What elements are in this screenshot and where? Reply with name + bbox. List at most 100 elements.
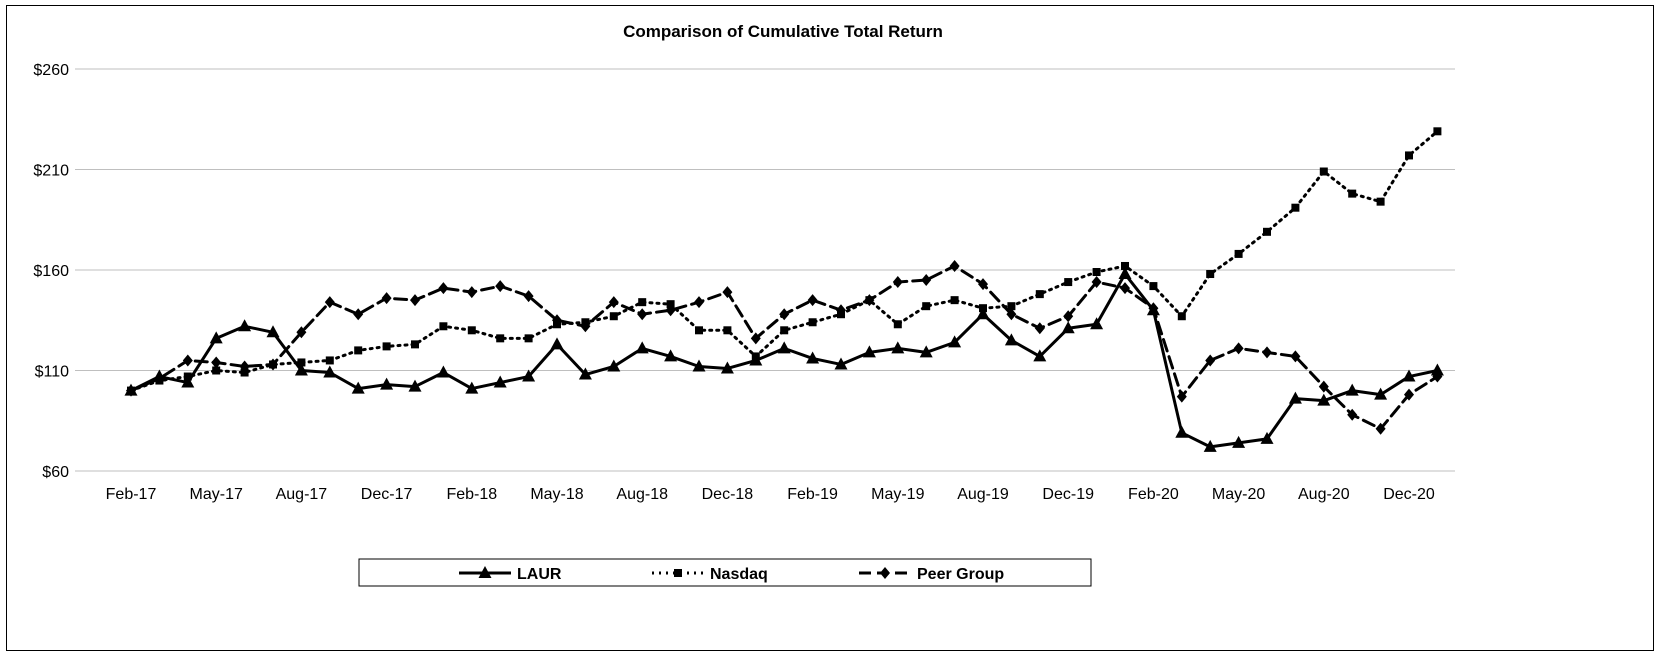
data-point-nasdaq [1319,167,1328,176]
data-point-peer-group [523,290,534,303]
data-point-peer-group [665,304,676,317]
data-point-peer-group [694,296,704,309]
legend-label-nasdaq: Nasdaq [710,566,768,583]
data-point-peer-group [1205,354,1216,367]
data-point-laur [948,335,962,348]
data-point-nasdaq [1092,268,1101,277]
data-point-nasdaq [638,298,647,307]
data-point-peer-group [779,308,790,321]
data-point-nasdaq [979,304,987,313]
data-point-laur [1345,383,1359,396]
data-point-nasdaq [325,356,334,365]
data-point-peer-group [807,294,818,307]
y-tick-label: $210 [33,163,69,180]
data-point-peer-group [1318,380,1329,393]
data-point-laur [607,359,621,372]
x-tick-label: Aug-20 [1298,486,1350,503]
data-point-nasdaq [1121,261,1129,270]
data-point-laur [806,351,820,364]
data-point-nasdaq [411,340,419,349]
data-point-laur [891,341,905,354]
chart-title: Comparison of Cumulative Total Return [623,22,943,41]
chart-frame: Comparison of Cumulative Total Return $6… [6,5,1654,651]
data-point-nasdaq [666,300,675,309]
data-point-laur [493,375,507,388]
legend-label-laur: LAUR [517,566,562,583]
data-point-peer-group [1404,388,1414,401]
data-point-laur [351,381,365,394]
y-tick-label: $160 [33,263,69,280]
data-point-laur [777,341,791,354]
data-point-nasdaq [780,326,789,335]
data-point-nasdaq [1206,270,1215,279]
data-point-peer-group [438,282,449,295]
data-point-peer-group [353,308,364,321]
data-point-peer-group [1375,422,1386,435]
data-point-laur [664,349,678,362]
y-tick-label: $110 [35,364,70,381]
data-point-laur [209,331,223,344]
data-point-peer-group [211,356,222,369]
data-point-peer-group [381,292,392,305]
data-point-peer-group [608,296,619,309]
data-point-nasdaq [609,312,618,321]
data-point-nasdaq [1035,290,1044,299]
data-point-laur [1061,321,1075,334]
data-point-laur [1175,425,1189,438]
data-point-nasdaq [751,352,760,361]
data-point-laur [465,381,479,394]
data-point-nasdaq [1064,278,1073,287]
data-point-laur [834,357,848,370]
grid-lines [75,68,1455,472]
data-point-peer-group [268,358,278,371]
data-point-nasdaq [695,326,703,335]
series-nasdaq [127,127,1442,395]
y-tick-label: $260 [33,62,69,79]
data-point-nasdaq [297,358,306,367]
legend-label-peer-group: Peer Group [917,566,1004,583]
line-chart: Comparison of Cumulative Total Return $6… [33,22,1455,587]
data-point-nasdaq [950,296,959,305]
data-point-laur [1232,435,1246,448]
data-point-laur [550,337,564,350]
data-point-peer-group [239,360,250,373]
data-point-laur [436,365,450,378]
data-point-laur [238,319,252,332]
data-point-peer-group [978,278,988,291]
data-point-laur [976,307,990,320]
data-point-laur [1288,391,1302,404]
data-point-peer-group [1290,350,1301,363]
data-point-peer-group [864,294,875,307]
data-point-peer-group [1063,310,1074,323]
data-point-laur [1090,317,1104,330]
data-point-peer-group [466,286,477,299]
data-point-laur [408,379,422,392]
data-point-nasdaq [723,326,732,335]
data-point-nasdaq [439,322,448,331]
legend-marker-peer-group [880,567,890,579]
y-axis: $60 $110 $160 $210 $260 [33,62,69,481]
data-point-nasdaq [1234,249,1243,258]
data-point-peer-group [921,274,932,287]
data-point-laur [919,345,933,358]
x-tick-label: May-20 [1212,486,1265,503]
x-tick-label: May-17 [190,486,243,503]
data-point-nasdaq [1376,197,1385,206]
data-point-laur [862,345,876,358]
data-point-laur [181,375,195,388]
x-tick-label: Feb-17 [106,486,157,503]
data-point-peer-group [580,320,591,333]
data-point-laur [1118,267,1132,280]
data-point-peer-group [495,280,506,293]
data-point-peer-group [750,332,761,345]
x-axis: Feb-17 May-17 Aug-17 Dec-17 Feb-18 May-18 Aug-… [106,486,1435,503]
data-point-nasdaq [1348,189,1357,198]
series-peer-group [126,259,1443,435]
legend: LAUR Nasdaq Peer Group [358,558,1092,587]
data-point-peer-group [1176,390,1187,403]
data-point-peer-group [836,304,846,317]
data-point-peer-group [1432,370,1443,383]
x-tick-label: May-18 [530,486,583,503]
data-point-peer-group [1006,308,1017,321]
x-tick-label: Aug-18 [616,486,668,503]
